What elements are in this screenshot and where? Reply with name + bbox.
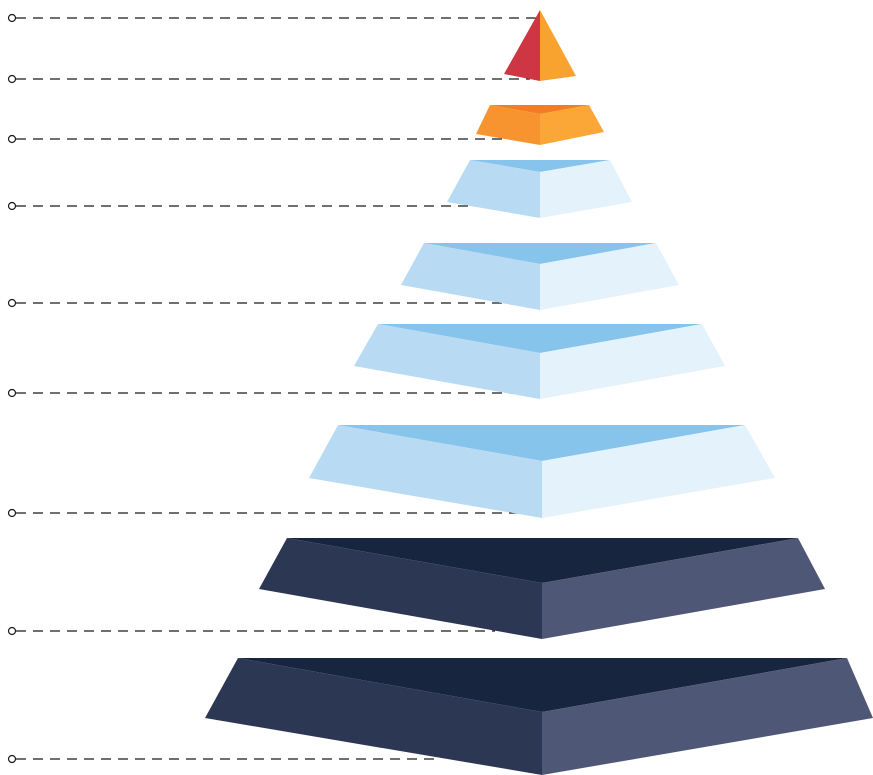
pyramid-layer-8-top-face	[238, 658, 847, 712]
guide-marker	[7, 134, 17, 144]
guide-marker	[7, 626, 17, 636]
pyramid-layer-3-right-face	[540, 160, 632, 218]
guide-marker	[7, 201, 17, 211]
pyramid-segments	[205, 10, 873, 775]
pyramid-layer-3-top-face	[470, 160, 610, 172]
pyramid-apex-right-face	[540, 10, 576, 81]
pyramid-layer-5-left-face	[354, 324, 540, 399]
guide-marker	[7, 13, 17, 23]
pyramid-apex-left-face	[504, 10, 540, 81]
pyramid-layer-2-right-face	[540, 105, 604, 145]
guide-marker	[7, 298, 17, 308]
pyramid-layer-5-top-face	[378, 324, 702, 353]
pyramid-layer-8-right-face	[542, 658, 873, 775]
guide-marker	[7, 508, 17, 518]
guide-lines	[7, 13, 540, 764]
pyramid-layer-6-top-face	[338, 425, 745, 461]
pyramid-layer-7-left-face	[259, 538, 542, 639]
pyramid-layer-5-right-face	[540, 324, 725, 399]
pyramid-layer-6-right-face	[542, 425, 775, 518]
pyramid-layer-3-left-face	[447, 160, 540, 218]
pyramid-layer-2-top-face	[490, 105, 589, 114]
pyramid-layer-2-left-face	[476, 105, 540, 145]
pyramid-layer-4-top-face	[424, 243, 656, 264]
pyramid-layer-6-left-face	[309, 425, 542, 518]
guide-marker	[7, 388, 17, 398]
guide-marker	[7, 754, 17, 764]
pyramid-layer-7-top-face	[287, 538, 798, 583]
guide-marker	[7, 74, 17, 84]
pyramid-layer-8-left-face	[205, 658, 542, 775]
pyramid-layer-4-left-face	[401, 243, 540, 310]
pyramid-layer-4-right-face	[540, 243, 679, 310]
pyramid-layer-7-right-face	[542, 538, 825, 639]
